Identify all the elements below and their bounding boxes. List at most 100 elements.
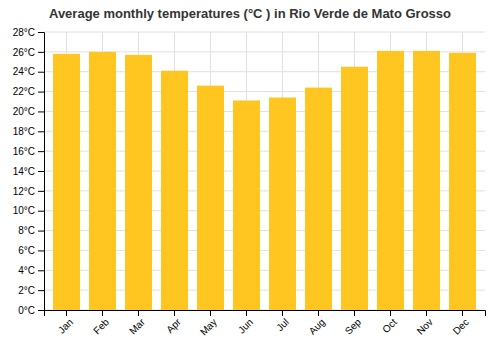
tick: Apr [164, 310, 183, 335]
tick-mark [38, 310, 44, 311]
tick-mark [426, 310, 427, 316]
tick-label: 24°C [13, 66, 35, 77]
tick-mark [462, 310, 463, 316]
tick-label: 20°C [13, 106, 35, 117]
tick: 12°C [13, 186, 44, 197]
tick-label: May [198, 316, 219, 337]
tick-label: 14°C [13, 166, 35, 177]
bar [341, 67, 368, 310]
tick: 10°C [13, 205, 44, 216]
tick-mark [38, 52, 44, 53]
grid [44, 32, 485, 310]
tick-mark [38, 270, 44, 271]
tick-label: Jul [274, 316, 291, 333]
tick: Aug [307, 310, 327, 337]
tick-mark [38, 250, 44, 251]
bar [197, 86, 224, 310]
tick-label: Oct [380, 316, 399, 335]
chart: Average monthly temperatures (°C ) in Ri… [0, 0, 500, 350]
tick-mark [318, 310, 319, 316]
tick: Sep [343, 310, 364, 337]
tick: 22°C [13, 86, 44, 97]
tick-label: 6°C [18, 245, 35, 256]
bars [53, 51, 476, 310]
tick-label: 10°C [13, 205, 35, 216]
tick-label: 28°C [13, 27, 35, 38]
y-axis: 0°C 2°C 4°C 6°C 8°C 10°C 12°C 14°C 16°C 18°C 20°C 2… [13, 27, 45, 316]
tick: 18°C [13, 126, 44, 137]
tick-label: Jan [56, 316, 75, 335]
tick-mark [38, 191, 44, 192]
bar [413, 51, 440, 310]
tick-mark [210, 310, 211, 316]
bar [233, 101, 260, 310]
tick-mark [282, 310, 283, 316]
tick-mark [38, 32, 44, 33]
tick: Jun [236, 310, 255, 336]
tick-mark [38, 151, 44, 152]
tick-label: Apr [164, 316, 183, 335]
title: Average monthly temperatures (°C ) in Ri… [49, 6, 451, 21]
tick-label: Sep [343, 316, 364, 337]
tick: 0°C [18, 305, 44, 316]
tick: 16°C [13, 146, 44, 157]
tick-label: Aug [307, 316, 327, 336]
tick: Feb [91, 310, 111, 336]
axis-line [45, 311, 486, 317]
tick-label: 4°C [18, 265, 35, 276]
tick-mark [246, 310, 247, 316]
tick: Mar [127, 310, 147, 336]
tick-mark [38, 231, 44, 232]
tick-mark [38, 92, 44, 93]
tick: 8°C [18, 225, 44, 236]
tick-label: 22°C [13, 86, 35, 97]
bar [161, 71, 188, 310]
tick: Nov [415, 310, 435, 337]
tick-mark [174, 310, 175, 316]
tick-label: 16°C [13, 146, 35, 157]
tick-mark [38, 111, 44, 112]
tick-label: Nov [415, 316, 435, 336]
tick: 20°C [13, 106, 44, 117]
plot: 0°C 2°C 4°C 6°C 8°C 10°C 12°C 14°C 16°C 18°C 20°C 2… [13, 27, 486, 338]
tick: 28°C [13, 27, 44, 38]
tick-mark [354, 310, 355, 316]
bar [53, 54, 80, 310]
tick-label: 12°C [13, 186, 35, 197]
tick-label: Mar [127, 316, 147, 336]
tick-mark [66, 310, 67, 316]
bar [305, 88, 332, 310]
tick: 4°C [18, 265, 44, 276]
tick-label: Dec [451, 316, 471, 336]
tick: 24°C [13, 66, 44, 77]
tick-mark [38, 72, 44, 73]
tick-mark [138, 310, 139, 316]
bar [449, 53, 476, 310]
tick: 14°C [13, 166, 44, 177]
bar [125, 55, 152, 310]
tick-mark [390, 310, 391, 316]
x-axis: Jan Feb Mar Apr May Jun Jul Aug Sep Oct Nov Dec [45, 310, 486, 338]
tick: May [198, 310, 219, 338]
tick: 6°C [18, 245, 44, 256]
tick-label: 18°C [13, 126, 35, 137]
bar [377, 51, 404, 310]
grid-line [44, 32, 485, 33]
tick-mark [38, 171, 44, 172]
tick-label: 0°C [18, 305, 35, 316]
tick: Jan [56, 310, 75, 336]
tick-mark [38, 131, 44, 132]
tick-mark [102, 310, 103, 316]
tick-mark [38, 290, 44, 291]
tick: 26°C [13, 47, 44, 58]
tick-label: 26°C [13, 47, 35, 58]
bar [89, 52, 116, 310]
tick: Dec [451, 310, 471, 337]
tick-label: Jun [236, 316, 255, 335]
tick: 2°C [18, 285, 44, 296]
tick: Jul [274, 310, 291, 333]
tick-label: 2°C [18, 285, 35, 296]
tick-label: 8°C [18, 225, 35, 236]
tick-label: Feb [91, 316, 111, 336]
bar [269, 98, 296, 310]
